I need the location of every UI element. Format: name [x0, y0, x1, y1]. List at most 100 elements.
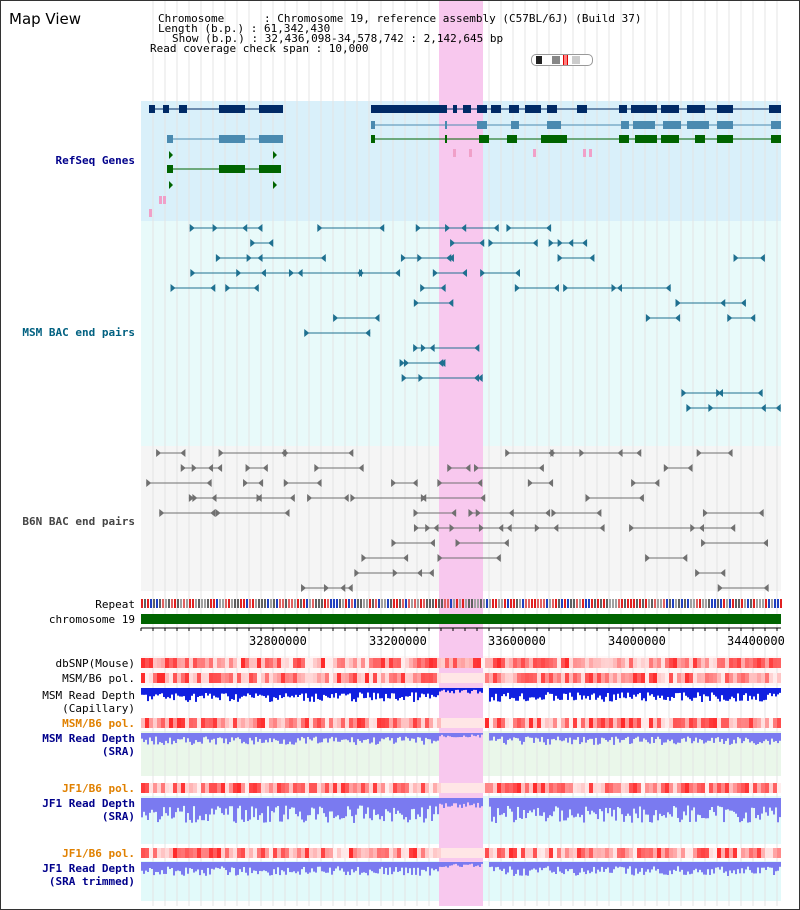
read-depth-bar [359, 862, 361, 875]
read-depth-bar [321, 862, 323, 872]
polymorphism-cell [257, 783, 261, 793]
read-depth-bar [537, 798, 539, 808]
track-label-jf1-depth-trimmed[interactable]: JF1 Read Depth (SRA trimmed) [42, 862, 135, 888]
polymorphism-cell [273, 673, 277, 683]
read-depth-bar [763, 688, 765, 701]
read-depth-bar [511, 733, 513, 741]
read-depth-bar [669, 862, 671, 871]
ruler-tick-label: 32800000 [249, 634, 307, 648]
repeat-block [339, 599, 341, 608]
b6n-bac-end [437, 554, 443, 562]
read-depth-bar [383, 733, 385, 740]
read-depth-bar [475, 798, 477, 808]
polymorphism-cell [205, 848, 209, 858]
msm-bac-end [448, 254, 454, 262]
read-depth-bar [237, 798, 239, 809]
read-depth-bar [489, 862, 491, 868]
polymorphism-cell [405, 848, 409, 858]
track-label-msm-b6-pol[interactable]: MSM/B6 pol. [62, 672, 135, 685]
read-depth-bar [217, 733, 219, 738]
repeat-block [159, 599, 161, 608]
read-depth-bar [417, 733, 419, 738]
polymorphism-cell [773, 848, 777, 858]
read-depth-bar [149, 688, 151, 697]
read-depth-bar [659, 688, 661, 699]
polymorphism-cell [185, 783, 189, 793]
repeat-block [219, 599, 221, 608]
track-label-msm-depth-capillary[interactable]: MSM Read Depth (Capillary) [42, 689, 135, 715]
polymorphism-cell [441, 718, 445, 728]
polymorphism-cell [197, 658, 201, 668]
read-depth-bar [431, 688, 433, 695]
read-depth-bar [393, 688, 395, 694]
polymorphism-cell [145, 848, 149, 858]
read-depth-bar [155, 798, 157, 812]
read-depth-bar [191, 688, 193, 696]
read-depth-bar [371, 688, 373, 701]
track-label-msm-bac[interactable]: MSM BAC end pairs [22, 326, 135, 339]
polymorphism-cell [181, 658, 185, 668]
read-depth-bar [201, 733, 203, 744]
read-depth-bar [521, 798, 523, 819]
track-label-msm-depth-sra[interactable]: MSM Read Depth (SRA) [42, 732, 135, 758]
read-depth-bar [769, 688, 771, 694]
repeat-block [345, 599, 347, 608]
read-depth-bar [569, 798, 571, 810]
read-depth-bar [715, 862, 717, 868]
polymorphism-cell [641, 673, 645, 683]
polymorphism-cell [685, 658, 689, 668]
repeat-block [303, 599, 305, 608]
polymorphism-cell [333, 673, 337, 683]
read-depth-bar [765, 798, 767, 813]
polymorphism-cell [337, 718, 341, 728]
track-label-jf1-depth-sra[interactable]: JF1 Read Depth (SRA) [42, 797, 135, 823]
read-depth-bar [267, 798, 269, 807]
polymorphism-cell [361, 718, 365, 728]
repeat-block [402, 599, 404, 608]
polymorphism-cell [241, 783, 245, 793]
polymorphism-cell [337, 783, 341, 793]
read-depth-bar [381, 798, 383, 817]
repeat-block [633, 599, 635, 608]
polymorphism-cell [629, 673, 633, 683]
repeat-block [156, 599, 158, 608]
repeat-block [186, 599, 188, 608]
polymorphism-cell [741, 783, 745, 793]
read-depth-bar [459, 798, 461, 805]
track-label-dbsnp[interactable]: dbSNP(Mouse) [55, 657, 135, 670]
track-label-jf1-b6-pol-trimmed[interactable]: JF1/B6 pol. [62, 847, 135, 860]
polymorphism-cell [613, 658, 617, 668]
polymorphism-cell [609, 673, 613, 683]
polymorphism-cell [677, 673, 681, 683]
polymorphism-cell [429, 783, 433, 793]
read-depth-bar [381, 733, 383, 739]
read-depth-bar [571, 862, 573, 869]
chromosome-ideogram[interactable] [531, 54, 593, 66]
read-depth-bar [245, 733, 247, 744]
polymorphism-cell [329, 673, 333, 683]
track-label-chromosome[interactable]: chromosome 19 [48, 613, 135, 626]
track-label-b6n-bac[interactable]: B6N BAC end pairs [22, 515, 135, 528]
polymorphism-cell [673, 783, 677, 793]
track-label-repeat[interactable]: Repeat [95, 598, 135, 611]
read-depth-bar [419, 733, 421, 738]
track-label-refseq-genes[interactable]: RefSeq Genes [55, 154, 135, 167]
track-label-jf1-b6-pol[interactable]: JF1/B6 pol. [62, 782, 135, 795]
read-depth-bar [701, 688, 703, 702]
track-label-msm-b6-pol-sra[interactable]: MSM/B6 pol. [62, 717, 135, 730]
polymorphism-cell [353, 673, 357, 683]
repeat-block [603, 599, 605, 608]
polymorphism-cell [769, 718, 773, 728]
read-depth-bar [221, 688, 223, 694]
read-depth-bar [289, 798, 291, 809]
polymorphism-cell [685, 673, 689, 683]
read-depth-bar [653, 862, 655, 867]
read-depth-bar [469, 733, 471, 738]
read-depth-bar [665, 798, 667, 818]
polymorphism-cell [777, 848, 781, 858]
read-depth-bar [619, 733, 621, 743]
polymorphism-cell [569, 658, 573, 668]
read-depth-bar [151, 862, 153, 870]
polymorphism-cell [153, 673, 157, 683]
